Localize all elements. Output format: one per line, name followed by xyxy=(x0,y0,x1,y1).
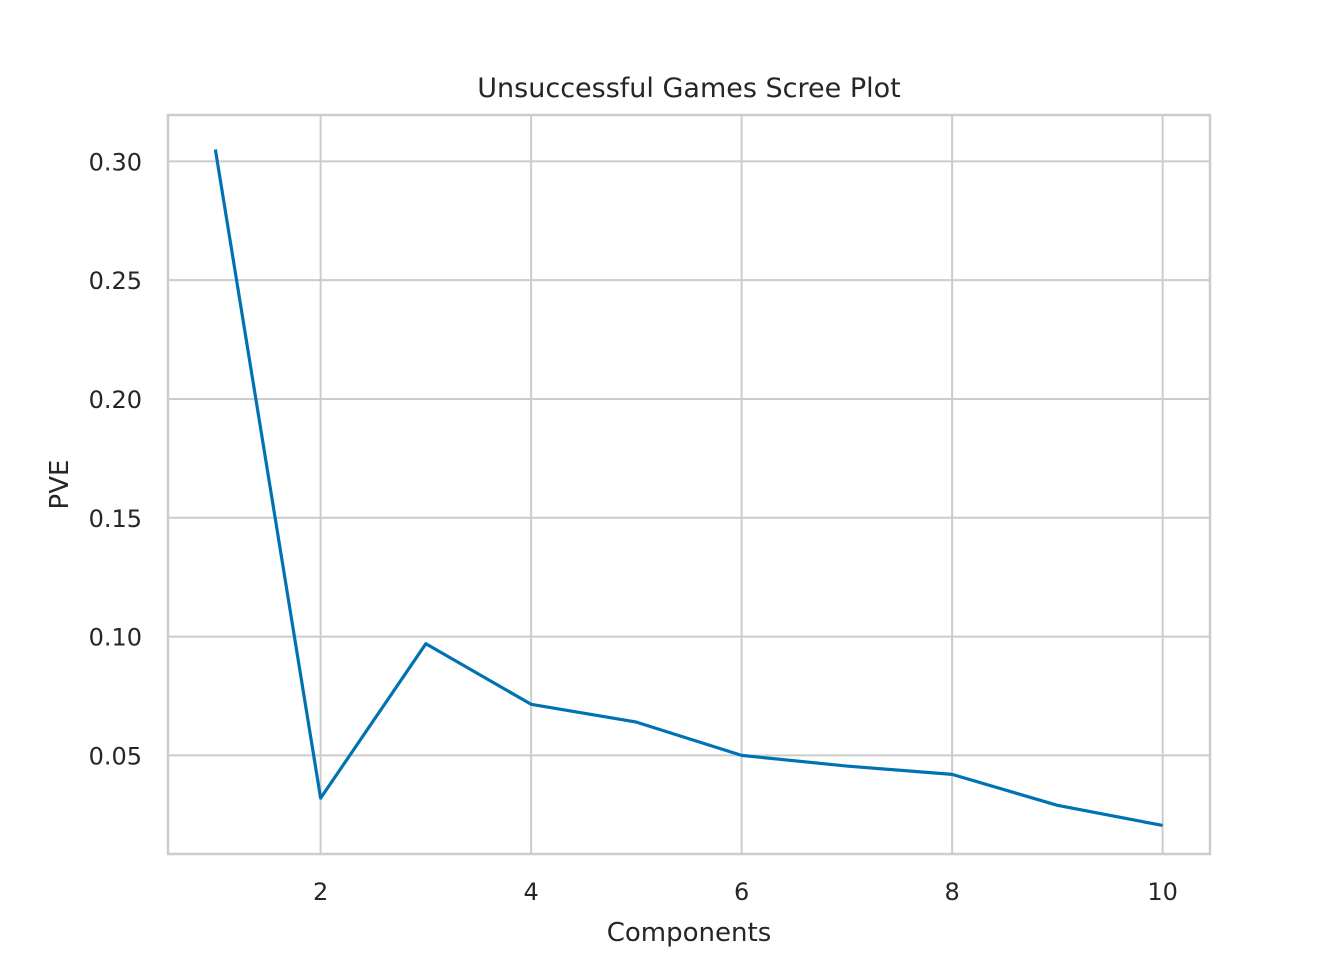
y-tick-label: 0.15 xyxy=(89,505,142,533)
y-tick-label: 0.25 xyxy=(89,267,142,295)
plot-frame xyxy=(166,113,1212,856)
y-tick-labels: 0.05 0.10 0.15 0.20 0.25 0.30 xyxy=(89,148,142,770)
y-tick-label: 0.20 xyxy=(89,386,142,414)
x-gridlines xyxy=(319,115,1164,854)
y-tick-label: 0.10 xyxy=(89,624,142,652)
x-tick-label: 2 xyxy=(313,878,328,906)
y-tick-label: 0.30 xyxy=(89,148,142,176)
x-tick-label: 10 xyxy=(1147,878,1178,906)
x-axis-label: Components xyxy=(607,918,772,948)
series-line xyxy=(213,149,1163,828)
x-tick-labels: 2 4 6 8 10 xyxy=(313,878,1178,906)
y-gridlines xyxy=(168,160,1210,757)
x-tick-label: 4 xyxy=(523,878,538,906)
chart-title: Unsuccessful Games Scree Plot xyxy=(477,73,900,104)
y-tick-label: 0.05 xyxy=(89,742,142,770)
x-tick-label: 6 xyxy=(734,878,749,906)
series-layer xyxy=(213,149,1163,828)
x-tick-label: 8 xyxy=(944,878,959,906)
y-axis-label: PVE xyxy=(45,460,75,510)
